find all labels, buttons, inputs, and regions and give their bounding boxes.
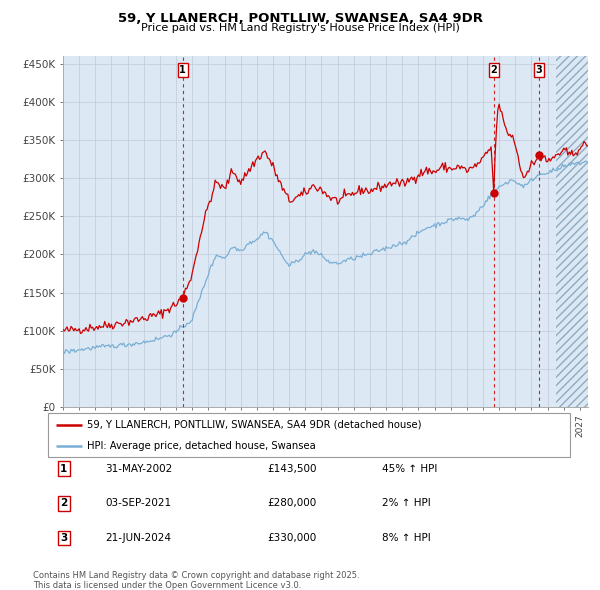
Text: 03-SEP-2021: 03-SEP-2021 [106,499,172,509]
Text: 59, Y LLANERCH, PONTLLIW, SWANSEA, SA4 9DR: 59, Y LLANERCH, PONTLLIW, SWANSEA, SA4 9… [118,12,482,25]
Text: 21-JUN-2024: 21-JUN-2024 [106,533,172,543]
Text: 2: 2 [60,499,67,509]
Text: Contains HM Land Registry data © Crown copyright and database right 2025.
This d: Contains HM Land Registry data © Crown c… [33,571,359,590]
Text: 1: 1 [179,65,186,75]
Text: 2% ↑ HPI: 2% ↑ HPI [382,499,431,509]
Bar [556,56,588,407]
Text: Price paid vs. HM Land Registry's House Price Index (HPI): Price paid vs. HM Land Registry's House … [140,23,460,33]
Text: £280,000: £280,000 [267,499,316,509]
Text: 59, Y LLANERCH, PONTLLIW, SWANSEA, SA4 9DR (detached house): 59, Y LLANERCH, PONTLLIW, SWANSEA, SA4 9… [87,420,422,430]
Text: 8% ↑ HPI: 8% ↑ HPI [382,533,431,543]
Text: £330,000: £330,000 [267,533,316,543]
FancyBboxPatch shape [48,413,570,457]
Text: 31-MAY-2002: 31-MAY-2002 [106,464,173,474]
Text: 3: 3 [536,65,542,75]
Text: HPI: Average price, detached house, Swansea: HPI: Average price, detached house, Swan… [87,441,316,451]
Text: 1: 1 [60,464,67,474]
Text: 45% ↑ HPI: 45% ↑ HPI [382,464,437,474]
Text: 2: 2 [490,65,497,75]
Text: 3: 3 [60,533,67,543]
Text: £143,500: £143,500 [267,464,317,474]
